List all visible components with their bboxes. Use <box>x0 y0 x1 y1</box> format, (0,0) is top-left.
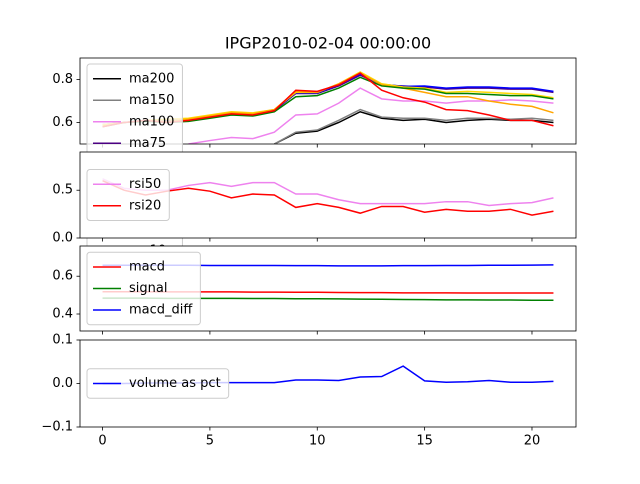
y-tick-label: 0.1 <box>52 333 73 348</box>
legend-box <box>86 368 230 399</box>
legend: volume as pct <box>86 368 230 399</box>
x-tick-label: 0 <box>98 434 106 449</box>
axes-frame <box>79 57 577 145</box>
legend-box <box>86 251 201 326</box>
legend-label: rsi20 <box>129 198 161 213</box>
chart-title: IPGP2010-02-04 00:00:00 <box>225 34 431 53</box>
series-line <box>102 179 554 216</box>
series-line <box>102 178 554 207</box>
legend-label: ma100 <box>129 114 174 129</box>
y-tick-label: −0.1 <box>41 420 73 435</box>
y-tick-label: 0.0 <box>52 376 73 391</box>
y-tick-label: 0.4 <box>52 307 73 322</box>
axes-frame <box>79 245 577 332</box>
legend-label: macd <box>129 260 165 275</box>
panel: 0.0 0.5 rsi50 rsi20 <box>52 151 577 246</box>
axes-frame <box>79 339 577 428</box>
axes-frame <box>79 151 577 239</box>
y-tick-label: 0.5 <box>52 183 73 198</box>
x-tick-label: 5 <box>206 434 214 449</box>
panel: −0.1 0.0 0.1 0 5 10 15 20 volume as pct <box>41 333 577 449</box>
panel: 0.4 0.6 macd signal macd_diff <box>52 245 577 335</box>
y-tick-label: 0.8 <box>52 72 73 87</box>
y-tick-label: 0.6 <box>52 269 73 284</box>
legend: rsi50 rsi20 <box>86 169 170 221</box>
y-tick-label: 0.6 <box>52 115 73 130</box>
legend-label: ma150 <box>129 93 174 108</box>
legend-label: rsi50 <box>129 177 161 192</box>
legend-box <box>86 169 170 221</box>
legend-label: volume as pct <box>129 376 221 391</box>
x-tick-label: 15 <box>416 434 433 449</box>
legend-label: ma75 <box>129 136 166 151</box>
legend-label: signal <box>129 281 167 296</box>
legend: macd signal macd_diff <box>86 251 201 326</box>
legend-label: ma200 <box>129 71 174 86</box>
x-tick-label: 10 <box>309 434 326 449</box>
y-tick-label: 0.0 <box>52 231 73 246</box>
x-tick-label: 20 <box>524 434 541 449</box>
legend-label: macd_diff <box>129 303 193 318</box>
